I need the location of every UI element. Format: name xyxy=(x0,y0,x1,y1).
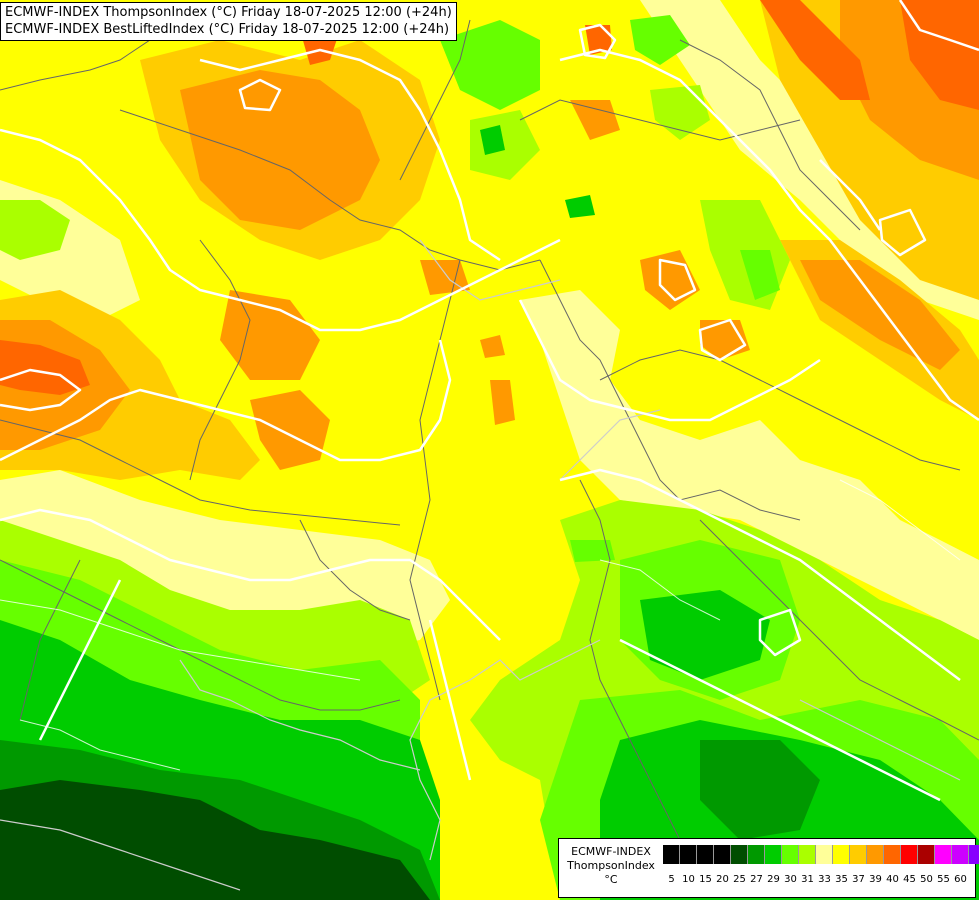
legend-swatch xyxy=(680,845,697,864)
legend-tick-label: 55 xyxy=(937,874,950,885)
map-title-box: ECMWF-INDEX ThompsonIndex (°C) Friday 18… xyxy=(0,2,457,41)
legend-swatch xyxy=(714,845,731,864)
legend-swatch xyxy=(748,845,765,864)
green-patch xyxy=(740,250,780,300)
legend-swatch xyxy=(901,845,918,864)
legend-tick-label: 15 xyxy=(699,874,712,885)
legend-tick-label: 29 xyxy=(767,874,780,885)
legend-swatch xyxy=(765,845,782,864)
orange-region xyxy=(180,70,380,230)
legend-tick-label: 40 xyxy=(886,874,899,885)
legend-swatch xyxy=(850,845,867,864)
pale-yellow-region xyxy=(520,290,979,640)
lifted-index-contours xyxy=(0,0,979,802)
legend-swatch xyxy=(697,845,714,864)
legend-swatch xyxy=(884,845,901,864)
thompson-index-title: ECMWF-INDEX ThompsonIndex (°C) Friday 18… xyxy=(5,5,452,20)
lifted-index-title: ECMWF-INDEX BestLiftedIndex (°C) Friday … xyxy=(5,22,450,37)
legend-tick-label: 31 xyxy=(801,874,814,885)
legend-tick-label: 20 xyxy=(716,874,729,885)
legend-tick-label: 35 xyxy=(835,874,848,885)
legend-unit: °C xyxy=(604,873,618,886)
country-borders xyxy=(0,9,979,841)
thompson-index-contours xyxy=(0,479,961,771)
legend-swatch xyxy=(867,845,884,864)
legend-swatch xyxy=(918,845,935,864)
legend-color-bar xyxy=(663,845,979,864)
legend-tick-label: 5 xyxy=(668,874,675,885)
legend-model-name: ECMWF-INDEX xyxy=(571,845,651,858)
orange-region xyxy=(220,290,320,380)
regional-borders xyxy=(0,239,961,891)
legend-label: ECMWF-INDEX ThompsonIndex °C xyxy=(562,845,660,887)
legend-tick-label: 30 xyxy=(784,874,797,885)
legend-swatch xyxy=(663,845,680,864)
legend-swatch xyxy=(833,845,850,864)
legend-tick-label: 25 xyxy=(733,874,746,885)
red-orange-region xyxy=(585,25,612,55)
legend-tick-label: 10 xyxy=(682,874,695,885)
dark-green-region xyxy=(0,780,430,900)
orange-region xyxy=(570,100,620,140)
green-patch xyxy=(570,540,615,562)
legend-tick-label: 33 xyxy=(818,874,831,885)
legend-parameter-name: ThompsonIndex xyxy=(567,859,655,872)
green-patch xyxy=(565,195,595,218)
legend-tick-label: 45 xyxy=(903,874,916,885)
legend-tick-label: 60 xyxy=(954,874,967,885)
legend-swatch xyxy=(782,845,799,864)
orange-region xyxy=(490,380,515,425)
orange-region xyxy=(250,390,330,470)
mid-green-region xyxy=(700,740,820,840)
red-orange-region xyxy=(760,0,870,100)
legend-swatch xyxy=(816,845,833,864)
legend-swatch xyxy=(935,845,952,864)
orange-region xyxy=(480,335,505,358)
color-legend: ECMWF-INDEX ThompsonIndex °C 5 10 15 20 25 27… xyxy=(558,838,979,898)
legend-swatch xyxy=(952,845,969,864)
green-patch xyxy=(0,200,70,260)
legend-tick-labels: 5 10 15 20 25 27 29 30 31 33 35 37 39 40 45 50 55 60 xyxy=(663,874,969,886)
legend-tick-label: 39 xyxy=(869,874,882,885)
green-patch xyxy=(480,125,505,155)
green-region xyxy=(640,590,770,680)
legend-tick-label: 27 xyxy=(750,874,763,885)
green-patch xyxy=(470,110,540,180)
legend-swatch xyxy=(731,845,748,864)
orange-region xyxy=(800,260,960,370)
legend-tick-label: 37 xyxy=(852,874,865,885)
legend-swatch xyxy=(799,845,816,864)
green-patch xyxy=(630,15,690,65)
legend-tick-label: 50 xyxy=(920,874,933,885)
green-patch xyxy=(440,20,540,110)
legend-swatch xyxy=(969,845,979,864)
